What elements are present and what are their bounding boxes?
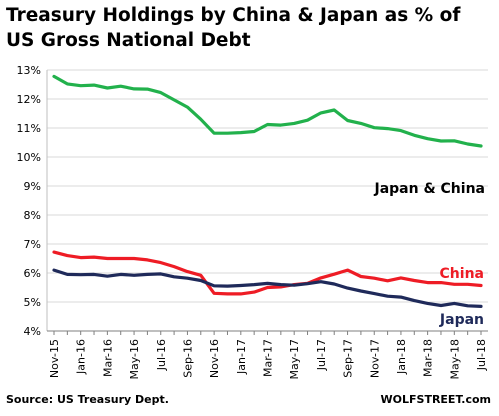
series-line-japan-china: [52, 74, 483, 148]
series-labels: Japan & China China Japan: [373, 181, 485, 328]
brand-watermark: WOLFSTREET.com: [380, 393, 491, 406]
source-note: Source: US Treasury Dept.: [6, 393, 169, 406]
y-tick-label: 12%: [17, 93, 41, 106]
series-label-japan: Japan: [439, 312, 484, 328]
x-tick-label: Jan-16: [75, 339, 88, 375]
series-line-japan: [52, 268, 483, 308]
y-tick-labels: 4% 5% 6% 7% 8% 9% 10% 11% 12% 13%: [17, 64, 41, 338]
x-tick-label: May-18: [448, 339, 461, 380]
x-tick-label: Jul-18: [475, 339, 488, 371]
x-tick-label: Mar-17: [262, 339, 275, 377]
x-tick-labels: Nov-15 Jan-16 Mar-16 May-16 Jul-16 Sep-16 Nov-…: [48, 339, 488, 380]
x-tick-label: Jul-16: [155, 339, 168, 371]
y-tick-label: 13%: [17, 64, 41, 77]
x-tick-label: May-17: [288, 339, 301, 380]
series-lines: [52, 74, 483, 308]
x-tick-label: Jan-17: [235, 339, 248, 375]
y-tick-label: 5%: [24, 296, 41, 309]
x-tick-label: Nov-16: [208, 339, 221, 378]
x-tick-label: Jan-18: [395, 339, 408, 375]
x-tick-label: Nov-15: [48, 339, 61, 378]
x-tick-label: Sep-16: [181, 339, 194, 378]
x-tick-label: Sep-17: [342, 339, 355, 378]
chart-title: Treasury Holdings by China & Japan as % …: [6, 5, 461, 51]
y-tick-label: 10%: [17, 151, 41, 164]
y-tick-label: 9%: [24, 180, 41, 193]
grid: [47, 69, 488, 332]
y-tick-label: 11%: [17, 122, 41, 135]
x-tick-label: May-16: [128, 339, 141, 380]
series-label-china: China: [440, 266, 484, 282]
series-line-china: [52, 250, 483, 296]
x-tick-label: Mar-18: [422, 339, 435, 377]
x-tick-label: Nov-17: [368, 339, 381, 378]
y-tick-label: 4%: [24, 325, 41, 338]
series-label-japan-china: Japan & China: [373, 181, 485, 197]
y-tick-label: 6%: [24, 267, 41, 280]
x-tick-label: Jul-17: [315, 339, 328, 371]
axes: [46, 70, 488, 335]
y-tick-label: 8%: [24, 209, 41, 222]
x-tick-label: Mar-16: [101, 339, 114, 377]
y-tick-label: 7%: [24, 238, 41, 251]
